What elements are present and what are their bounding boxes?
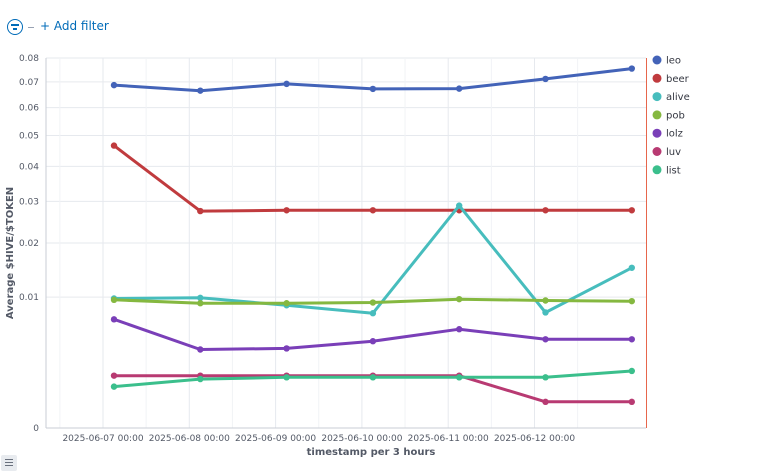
y-tick-label: 0.08	[19, 54, 39, 64]
legend-label-leo[interactable]: leo	[666, 56, 681, 67]
x-tick-label: 2025-06-12 00:00	[494, 434, 575, 444]
legend-swatch-luv[interactable]	[652, 147, 662, 156]
data-point-list[interactable]	[369, 374, 377, 381]
data-point-list[interactable]	[456, 374, 463, 381]
legend-swatch-beer[interactable]	[652, 73, 662, 83]
y-tick-label: 0.04	[19, 162, 39, 172]
filter-icon[interactable]	[7, 19, 23, 35]
data-point-list[interactable]	[197, 375, 204, 383]
data-point-pob[interactable]	[542, 297, 549, 304]
y-axis-title: Average $HIVE/$TOKEN	[5, 187, 16, 319]
data-point-leo[interactable]	[197, 87, 204, 94]
legend-swatch-pob[interactable]	[652, 110, 662, 120]
data-point-list[interactable]	[542, 374, 549, 381]
y-tick-label: 0.06	[19, 104, 39, 114]
data-point-lolz[interactable]	[542, 336, 549, 343]
data-point-pob[interactable]	[110, 296, 118, 304]
data-point-alive[interactable]	[456, 202, 463, 209]
data-point-list[interactable]	[628, 367, 635, 375]
data-point-beer[interactable]	[283, 207, 290, 214]
data-point-beer[interactable]	[628, 207, 635, 214]
y-tick-label: 0.02	[19, 239, 39, 249]
add-filter-button[interactable]: + Add filter	[40, 19, 109, 33]
data-point-alive[interactable]	[628, 264, 635, 271]
data-point-luv[interactable]	[110, 372, 118, 379]
legend-label-beer[interactable]: beer	[666, 74, 690, 85]
line-chart: 0 0.01 0.02 0.03 0.04 0.05 0.06 0.07 0.08 2025-06…	[5, 54, 690, 458]
data-point-lolz[interactable]	[283, 345, 290, 352]
legend-label-lolz[interactable]: lolz	[666, 129, 683, 140]
data-point-leo[interactable]	[628, 65, 635, 72]
legend-label-pob[interactable]: pob	[666, 110, 685, 121]
x-tick-label: 2025-06-08 00:00	[149, 434, 230, 444]
data-point-pob[interactable]	[283, 300, 290, 307]
legend-swatch-lolz[interactable]	[652, 128, 662, 138]
data-point-lolz[interactable]	[456, 326, 463, 333]
data-point-pob[interactable]	[369, 299, 377, 306]
x-tick-label: 2025-06-07 00:00	[62, 434, 143, 444]
data-point-luv[interactable]	[628, 398, 635, 406]
data-point-beer[interactable]	[542, 207, 549, 214]
data-point-pob[interactable]	[456, 295, 463, 303]
y-tick-label: 0.03	[19, 197, 39, 207]
legend-label-luv[interactable]: luv	[666, 147, 681, 158]
data-point-pob[interactable]	[197, 300, 204, 307]
y-tick-label: 0	[33, 424, 39, 434]
data-point-luv[interactable]	[542, 398, 549, 406]
data-point-beer[interactable]	[110, 142, 118, 149]
data-point-lolz[interactable]	[628, 336, 635, 343]
data-point-leo[interactable]	[542, 75, 549, 83]
y-tick-label: 0.07	[19, 78, 39, 88]
legend-toggle-icon[interactable]	[1, 455, 17, 471]
legend-label-list[interactable]: list	[666, 165, 681, 176]
data-point-leo[interactable]	[369, 85, 377, 93]
data-point-beer[interactable]	[197, 207, 204, 215]
data-point-alive[interactable]	[369, 310, 377, 317]
legend-label-alive[interactable]: alive	[666, 92, 690, 103]
data-point-leo[interactable]	[110, 81, 118, 89]
filter-bar: + Add filter	[0, 0, 768, 54]
data-point-pob[interactable]	[628, 297, 635, 305]
legend-swatch-leo[interactable]	[652, 55, 662, 65]
data-point-alive[interactable]	[197, 294, 204, 302]
legend-swatch-list[interactable]	[652, 165, 662, 175]
data-point-beer[interactable]	[369, 207, 377, 214]
data-point-leo[interactable]	[283, 80, 290, 88]
data-point-lolz[interactable]	[369, 338, 377, 345]
data-point-list[interactable]	[283, 374, 290, 381]
x-tick-label: 2025-06-11 00:00	[408, 434, 489, 444]
data-point-leo[interactable]	[456, 85, 463, 92]
data-point-list[interactable]	[110, 383, 118, 390]
y-tick-label: 0.01	[19, 293, 39, 303]
x-axis-title: timestamp per 3 hours	[307, 447, 436, 458]
x-tick-label: 2025-06-10 00:00	[321, 434, 402, 444]
filter-divider	[28, 27, 34, 28]
data-point-alive[interactable]	[542, 309, 549, 316]
legend-swatch-alive[interactable]	[652, 92, 662, 102]
data-point-lolz[interactable]	[110, 316, 118, 323]
chart-panel: 0 0.01 0.02 0.03 0.04 0.05 0.06 0.07 0.08 2025-06…	[0, 54, 768, 473]
data-point-lolz[interactable]	[197, 346, 204, 353]
y-tick-label: 0.05	[19, 131, 39, 141]
x-tick-label: 2025-06-09 00:00	[235, 434, 316, 444]
